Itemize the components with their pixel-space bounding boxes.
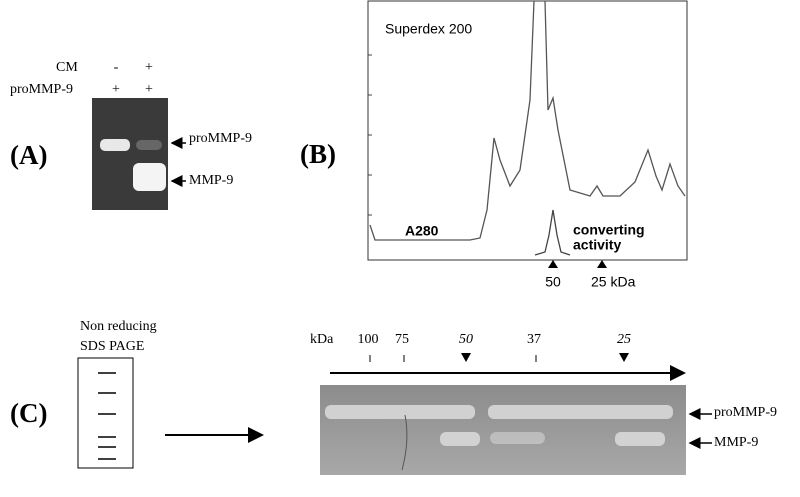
lane-sign: +	[145, 82, 153, 97]
size-marker: 37	[527, 332, 541, 347]
plot-title: Superdex 200	[385, 21, 472, 37]
size-marker: 50	[545, 274, 561, 290]
gel-schematic	[77, 357, 134, 469]
activity-trace	[534, 209, 571, 256]
activity-label: converting	[573, 222, 645, 238]
marker-triangle	[597, 260, 607, 268]
size-marker: 75	[395, 332, 409, 347]
row-label: proMMP-9	[10, 82, 73, 97]
panel-a: CM proMMP-9 - + + + (A) proMMP-9 MMP-9	[10, 60, 252, 210]
lane-sign: -	[114, 60, 119, 75]
unit-label: kDa	[310, 332, 334, 347]
marker-ticks	[369, 355, 537, 362]
marker-triangle	[548, 260, 558, 268]
gel-title: Non reducing	[80, 319, 157, 334]
panel-c: Non reducing SDS PAGE (C) kDa 100 75 50 …	[10, 319, 777, 475]
row-label: CM	[56, 60, 78, 75]
panel-label: (A)	[10, 140, 47, 170]
panel-label: (C)	[10, 398, 47, 428]
a280-trace	[369, 0, 686, 241]
band-label: MMP-9	[714, 435, 758, 450]
schematic-bands	[98, 372, 116, 460]
gel	[92, 98, 168, 210]
gel	[320, 385, 686, 475]
size-marker: 100	[358, 332, 379, 347]
panel-label: (B)	[300, 139, 336, 169]
plot-frame	[367, 0, 688, 261]
band	[100, 139, 130, 151]
band-label: MMP-9	[189, 173, 233, 188]
trace-label: A280	[405, 223, 439, 239]
size-marker: 25 kDa	[591, 274, 636, 290]
marker-triangle	[619, 353, 629, 362]
marker-triangle	[461, 353, 471, 362]
panel-b: (B) Superdex 200 A280 converting activit…	[300, 0, 688, 290]
lane-sign: +	[145, 60, 153, 75]
band-label: proMMP-9	[714, 405, 777, 420]
lane-sign: +	[112, 82, 120, 97]
size-marker: 25	[617, 332, 631, 347]
band	[136, 140, 162, 150]
gel-title: SDS PAGE	[80, 339, 144, 354]
size-marker: 50	[459, 332, 473, 347]
band	[133, 163, 166, 191]
activity-label: activity	[573, 237, 621, 253]
gel-bands	[325, 405, 673, 446]
gel-crack	[401, 414, 408, 471]
band-label: proMMP-9	[189, 131, 252, 146]
